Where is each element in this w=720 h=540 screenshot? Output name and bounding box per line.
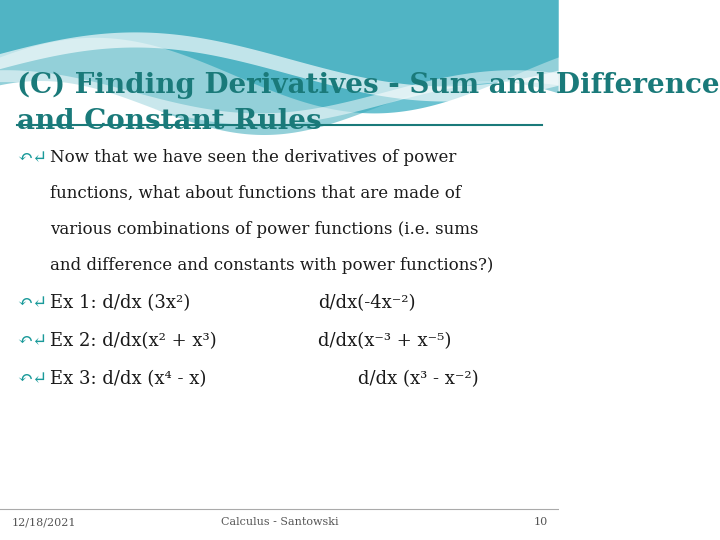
Text: 12/18/2021: 12/18/2021	[12, 517, 76, 528]
Text: ↶↵: ↶↵	[17, 294, 47, 312]
Text: ↶↵: ↶↵	[17, 148, 47, 166]
Text: Ex 1: d/dx (3x²): Ex 1: d/dx (3x²)	[50, 294, 191, 312]
Text: and Constant Rules: and Constant Rules	[17, 108, 321, 135]
Text: d/dx(-4x⁻²): d/dx(-4x⁻²)	[318, 294, 416, 312]
Text: and difference and constants with power functions?): and difference and constants with power …	[50, 257, 494, 274]
Text: d/dx(x⁻³ + x⁻⁵): d/dx(x⁻³ + x⁻⁵)	[318, 332, 451, 350]
Polygon shape	[0, 32, 559, 102]
Text: Ex 2: d/dx(x² + x³): Ex 2: d/dx(x² + x³)	[50, 332, 217, 350]
Text: various combinations of power functions (i.e. sums: various combinations of power functions …	[50, 221, 479, 238]
Text: Calculus - Santowski: Calculus - Santowski	[220, 517, 338, 528]
Polygon shape	[0, 0, 559, 135]
Text: functions, what about functions that are made of: functions, what about functions that are…	[50, 185, 462, 201]
Text: Ex 3: d/dx (x⁴ - x): Ex 3: d/dx (x⁴ - x)	[50, 370, 207, 388]
Polygon shape	[0, 0, 559, 113]
Text: (C) Finding Derivatives - Sum and Difference: (C) Finding Derivatives - Sum and Differ…	[17, 71, 719, 99]
Text: d/dx (x³ - x⁻²): d/dx (x³ - x⁻²)	[358, 370, 478, 388]
Polygon shape	[0, 70, 559, 125]
Text: Now that we have seen the derivatives of power: Now that we have seen the derivatives of…	[50, 148, 456, 165]
Text: ↶↵: ↶↵	[17, 370, 47, 388]
Text: ↶↵: ↶↵	[17, 332, 47, 350]
Text: 10: 10	[534, 517, 547, 528]
